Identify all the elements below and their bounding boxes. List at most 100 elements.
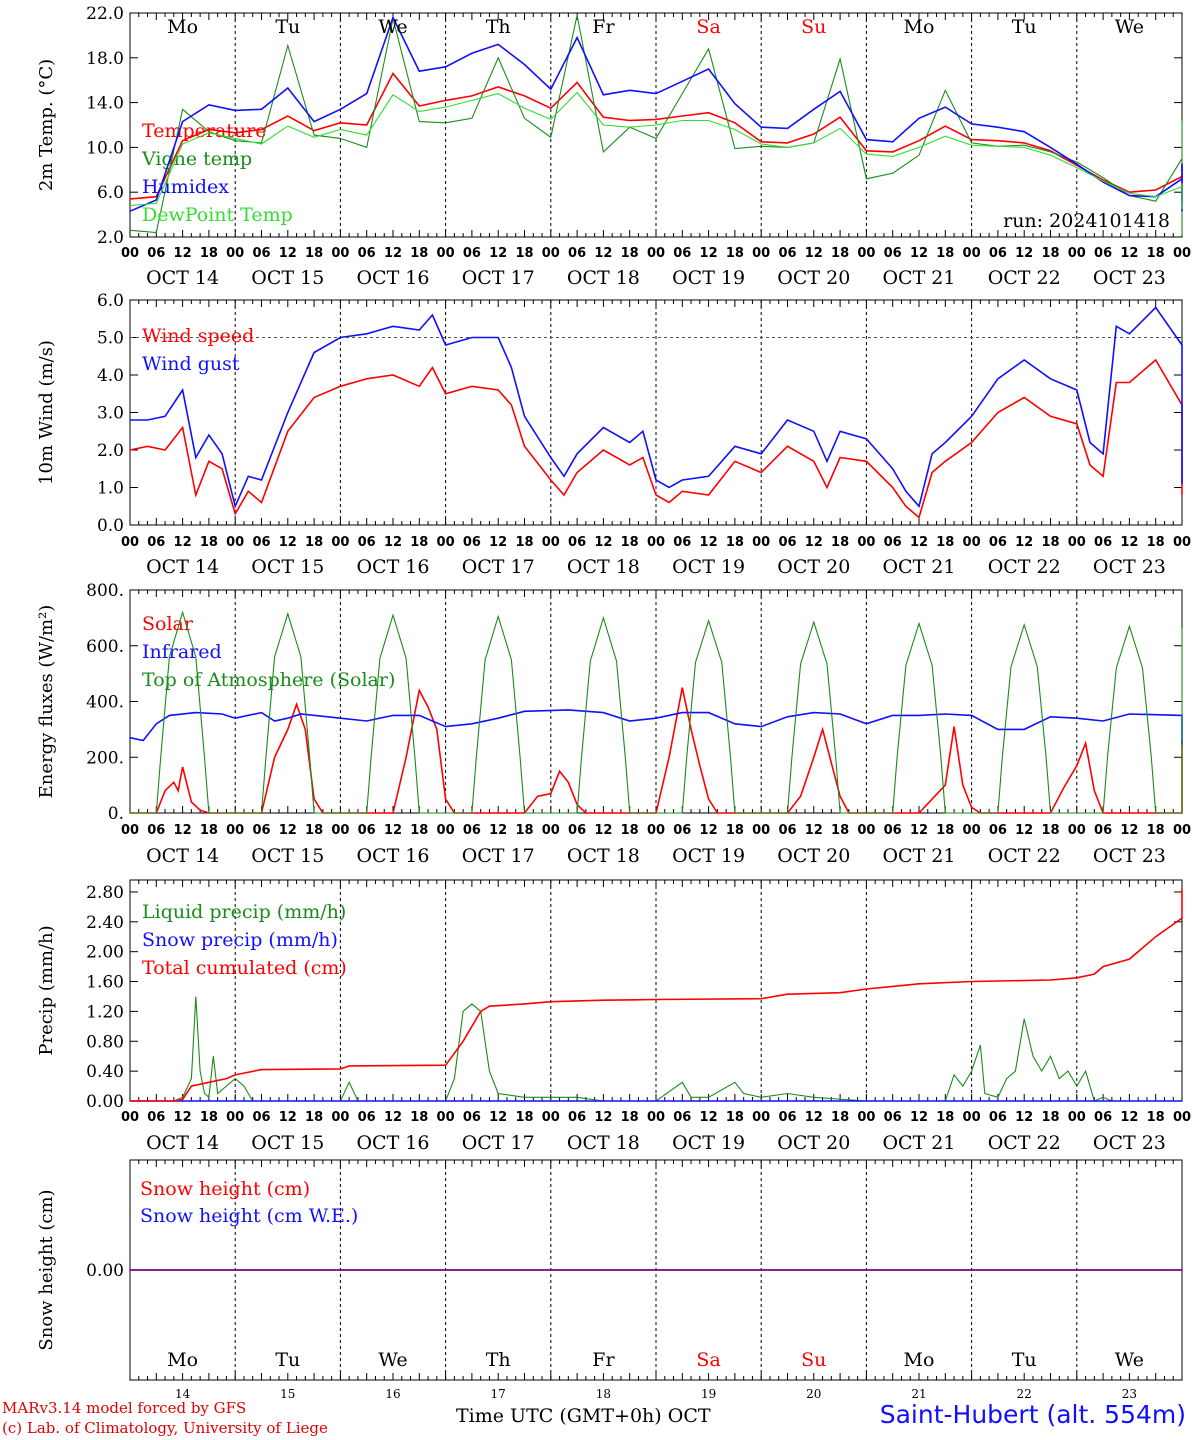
hour-tick-label: 12	[174, 246, 192, 261]
legend-entry: Vigne temp	[141, 148, 252, 170]
date-label: OCT 21	[882, 556, 955, 578]
day-abbr: Tu	[275, 16, 300, 38]
hour-tick-label: 18	[305, 535, 323, 550]
legend-entry: Humidex	[142, 176, 229, 198]
hour-tick-label: 18	[410, 246, 428, 261]
time-axis-month: OCT	[667, 1405, 711, 1427]
hour-tick-label: 12	[594, 823, 612, 838]
hour-tick-label: 18	[726, 1110, 744, 1125]
hour-tick-label: 06	[358, 823, 376, 838]
date-label: OCT 19	[672, 845, 745, 867]
y-axis-label: Snow height (cm)	[36, 1189, 57, 1350]
legend-entry: Top of Atmosphere (Solar)	[142, 669, 395, 691]
day-number: 15	[280, 1387, 295, 1400]
series-line-top-of-atmosphere-solar-	[130, 610, 1183, 814]
date-label: OCT 17	[462, 556, 535, 578]
hour-tick-label: 06	[1094, 535, 1112, 550]
hour-tick-label: 18	[936, 246, 954, 261]
hour-tick-label: 00	[226, 1110, 244, 1125]
date-label: OCT 23	[1093, 845, 1166, 867]
day-number: 17	[491, 1387, 506, 1400]
hour-tick-label: 12	[279, 535, 297, 550]
hour-tick-label: 00	[857, 823, 875, 838]
date-label: OCT 14	[146, 1132, 219, 1154]
y-tick-label: 2.40	[86, 913, 124, 933]
series-line-wind-speed	[129, 358, 1183, 519]
series-line-liquid-precip-mm-h-	[130, 996, 1182, 1102]
hour-tick-label: 06	[463, 246, 481, 261]
hour-tick-label: 18	[831, 246, 849, 261]
date-label: OCT 20	[777, 1132, 850, 1154]
legend-entry: Snow height (cm)	[140, 1178, 310, 1200]
hour-tick-label: 12	[1015, 823, 1033, 838]
hour-tick-label: 18	[200, 535, 218, 550]
hour-tick-label: 00	[121, 1110, 139, 1125]
day-abbr: Tu	[1012, 16, 1037, 38]
y-tick-label: 2.80	[86, 883, 124, 903]
hour-tick-label: 00	[437, 1110, 455, 1125]
hour-tick-label: 18	[1041, 535, 1059, 550]
hour-tick-label: 00	[542, 1110, 560, 1125]
legend-entry: Infrared	[142, 641, 222, 663]
hour-tick-label: 00	[752, 1110, 770, 1125]
hour-tick-label: 06	[884, 246, 902, 261]
legend-entry: Total cumulated (cm)	[142, 957, 347, 979]
hour-tick-label: 06	[1094, 246, 1112, 261]
day-abbr: We	[1115, 16, 1144, 38]
date-label: OCT 16	[356, 1132, 429, 1154]
y-tick-label: 0.80	[86, 1032, 124, 1052]
date-label: OCT 15	[251, 267, 324, 289]
y-tick-label: 6.0	[97, 183, 124, 203]
date-label: OCT 23	[1093, 267, 1166, 289]
hour-tick-label: 00	[647, 246, 665, 261]
hour-tick-label: 06	[673, 823, 691, 838]
date-label: OCT 18	[567, 845, 640, 867]
day-abbr: Sa	[696, 16, 720, 38]
y-tick-label: 800.	[86, 581, 124, 601]
hour-tick-label: 12	[910, 1110, 928, 1125]
day-abbr: Su	[801, 1349, 826, 1371]
y-tick-label: 4.0	[97, 366, 124, 386]
hour-tick-label: 12	[805, 823, 823, 838]
date-label: OCT 15	[251, 845, 324, 867]
hour-tick-label: 00	[1068, 535, 1086, 550]
hour-tick-label: 12	[384, 246, 402, 261]
hour-tick-label: 00	[963, 1110, 981, 1125]
hour-tick-label: 18	[515, 1110, 533, 1125]
hour-tick-label: 12	[489, 535, 507, 550]
day-abbr: Fr	[592, 16, 615, 38]
hour-tick-label: 06	[568, 535, 586, 550]
hour-tick-label: 06	[1094, 823, 1112, 838]
hour-tick-label: 06	[989, 823, 1007, 838]
hour-tick-label: 00	[226, 535, 244, 550]
model-credit-line-2: (c) Lab. of Climatology, University of L…	[2, 1419, 328, 1437]
hour-tick-label: 00	[1173, 1110, 1191, 1125]
hour-tick-label: 12	[1120, 823, 1138, 838]
meteogram-chart: 2.0 6.0 10.0 14.0 18.0 22.0 2m Temp. (°C) Tempe…	[36, 4, 1191, 1400]
date-label: OCT 16	[356, 845, 429, 867]
hour-tick-label: 18	[936, 1110, 954, 1125]
hour-tick-label: 06	[673, 246, 691, 261]
hour-tick-label: 06	[463, 535, 481, 550]
legend-entry: DewPoint Temp	[142, 204, 293, 226]
date-label: OCT 21	[882, 1132, 955, 1154]
y-tick-label: 400.	[86, 693, 124, 713]
day-abbr: Mo	[904, 16, 935, 38]
hour-tick-label: 12	[384, 823, 402, 838]
day-abbr: Tu	[275, 1349, 300, 1371]
hour-tick-label: 06	[884, 535, 902, 550]
hour-tick-label: 06	[147, 1110, 165, 1125]
y-tick-label: 0.	[108, 804, 124, 824]
hour-tick-label: 12	[489, 1110, 507, 1125]
hour-tick-label: 06	[778, 246, 796, 261]
hour-tick-label: 06	[252, 246, 270, 261]
model-credit-line-1: MARv3.14 model forced by GFS	[2, 1399, 247, 1417]
series-line-humidex	[129, 15, 1183, 212]
y-tick-label: 0.00	[86, 1261, 124, 1281]
hour-tick-label: 06	[989, 1110, 1007, 1125]
hour-tick-label: 06	[568, 1110, 586, 1125]
hour-tick-label: 00	[752, 535, 770, 550]
hour-tick-label: 06	[989, 246, 1007, 261]
hour-tick-label: 00	[647, 1110, 665, 1125]
hour-tick-label: 06	[568, 246, 586, 261]
